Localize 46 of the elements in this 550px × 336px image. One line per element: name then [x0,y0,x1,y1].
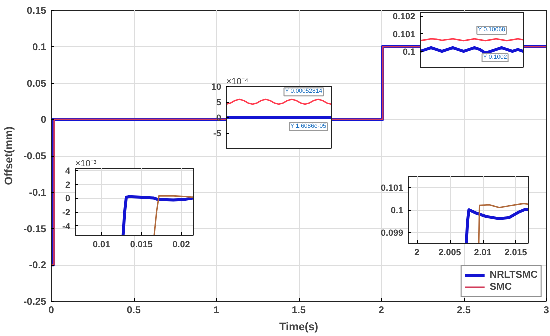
y-tick-label: -0.2 [29,260,47,272]
y-tick-label: -2 [62,208,71,218]
legend-label: NRLTSMC [490,269,538,281]
x-tick-label: 1.5 [292,306,306,316]
x-tick-label: 0.01 [93,240,111,250]
y-tick-label: 0 [216,113,222,123]
y-tick-label: 4 [65,166,71,176]
y-tick-label: -0.05 [24,152,47,162]
y-tick-label: 0.1 [402,47,416,58]
y-tick-label: 0.1 [32,42,47,54]
annotation: ×10⁻⁴ [226,76,249,86]
y-tick-label: -4 [62,221,71,232]
x-tick-label: 2.5 [457,306,472,316]
legend-label: SMC [490,281,512,293]
x-tick-label: 2.005 [438,248,462,258]
y-tick-label: -0.1 [29,188,47,199]
x-axis-title: Time(s) [280,322,319,334]
y-tick-label: 0.099 [380,228,404,238]
y-tick-label: -0.25 [24,297,47,308]
y-tick-label: 0.101 [392,29,416,40]
y-tick-label: 0.102 [392,12,416,22]
y-tick-label: -5 [214,128,222,138]
y-tick-label: 0.15 [27,6,47,17]
x-tick-label: 2.01 [474,248,492,258]
x-tick-label: 0.015 [130,240,153,250]
line-series [465,208,528,244]
x-tick-label: 2.015 [504,248,528,258]
y-tick-label: 0.1 [390,206,404,216]
line-series [478,203,528,244]
y-tick-label: 0.05 [27,78,47,90]
line-series [122,195,194,236]
x-tick-label: 1 [214,306,220,316]
x-tick-label: 0.02 [172,240,190,250]
x-tick-label: 3 [544,306,550,316]
y-tick-label: 0 [40,115,47,126]
y-axis-title: Offset(mm) [4,126,16,186]
x-tick-label: 0.5 [127,306,142,316]
y-tick-label: 10 [211,82,222,92]
y-tick-label: 5 [216,98,222,108]
y-tick-label: 2 [65,180,71,190]
y-tick-label: -0.15 [24,224,47,236]
annotation: ×10⁻³ [76,158,97,168]
y-tick-label: 0.101 [380,183,404,194]
line-series [154,195,194,236]
y-tick-label: 0 [65,194,71,204]
x-tick-label: 0 [48,306,55,316]
